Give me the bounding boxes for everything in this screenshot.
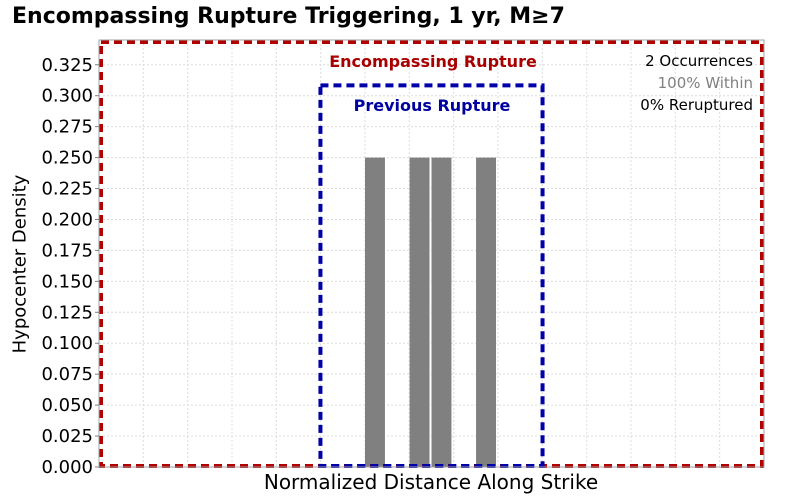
occurrences-annotation: 2 Occurrences <box>645 52 753 70</box>
y-tick-label-5: 0.125 <box>41 302 93 323</box>
plot-frame <box>98 39 765 468</box>
bar-1 <box>409 157 430 467</box>
bar-2 <box>431 157 452 467</box>
y-tick-label-6: 0.150 <box>41 271 93 292</box>
region-box-1 <box>318 83 545 468</box>
y-tick-label-8: 0.200 <box>41 209 93 230</box>
bars <box>365 157 497 467</box>
y-tick-label-4: 0.100 <box>41 333 93 354</box>
y-tick-label-10: 0.250 <box>41 148 93 169</box>
y-tick-label-11: 0.275 <box>41 117 93 138</box>
encompassing-rupture-label: Encompassing Rupture <box>329 52 537 71</box>
previous-rupture-label: Previous Rupture <box>353 96 511 115</box>
y-tick-label-9: 0.225 <box>41 179 93 200</box>
reruptured-annotation: 0% Reruptured <box>640 96 753 114</box>
bar-0 <box>365 157 385 467</box>
y-tick-label-3: 0.075 <box>41 364 93 385</box>
y-tick-label-12: 0.300 <box>41 86 93 107</box>
within-annotation: 100% Within <box>657 74 753 92</box>
y-tick-label-1: 0.025 <box>41 426 93 447</box>
y-tick-label-2: 0.050 <box>41 395 93 416</box>
regions <box>99 40 764 468</box>
chart-title: Encompassing Rupture Triggering, 1 yr, M… <box>12 4 565 29</box>
bar-3 <box>476 157 497 467</box>
y-tick-label-0: 0.000 <box>41 457 93 478</box>
y-ticks: 0.000 0.025 0.050 0.075 0.100 0.125 0.150 0.175… <box>41 55 99 478</box>
axes <box>98 39 765 468</box>
y-tick-label-13: 0.325 <box>41 55 93 76</box>
x-axis-label: Normalized Distance Along Strike <box>263 470 599 494</box>
y-axis-label: Hypocenter Density <box>9 174 31 354</box>
y-tick-label-7: 0.175 <box>41 240 93 261</box>
region-box-0 <box>99 40 764 468</box>
